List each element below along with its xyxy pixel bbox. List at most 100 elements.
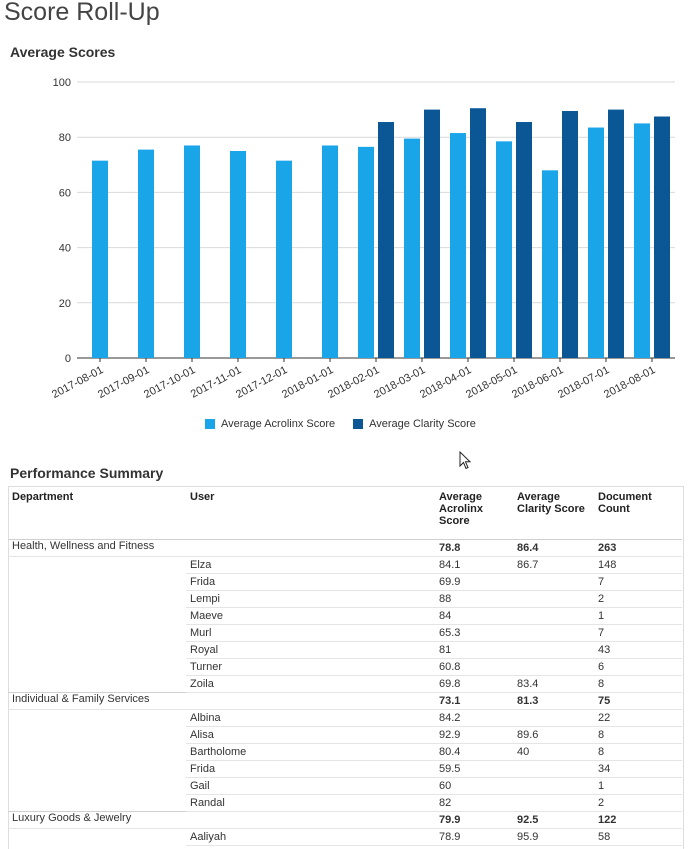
legend-label-acrolinx: Average Acrolinx Score bbox=[221, 418, 336, 430]
department-cell bbox=[8, 710, 186, 727]
x-tick-label: 2017-08-01 bbox=[50, 364, 105, 401]
user-row[interactable]: Murl 65.3 7 bbox=[8, 624, 682, 642]
document-count-cell: 43 bbox=[594, 641, 682, 659]
user-cell: Murl bbox=[186, 624, 435, 642]
user-cell bbox=[186, 692, 435, 710]
user-row[interactable]: Aaliyah 78.9 95.9 58 bbox=[8, 828, 682, 846]
clarity-score-cell: 89.6 bbox=[513, 726, 594, 744]
document-count-cell: 8 bbox=[594, 726, 682, 744]
bar-acrolinx bbox=[450, 133, 466, 358]
document-count-cell: 7 bbox=[594, 573, 682, 591]
user-cell: Albina bbox=[186, 709, 435, 727]
department-cell bbox=[8, 778, 186, 795]
user-row[interactable]: Alisa 92.9 89.6 8 bbox=[8, 726, 682, 744]
department-cell bbox=[8, 795, 186, 812]
clarity-score-cell bbox=[513, 573, 594, 591]
user-cell: Zoila bbox=[186, 675, 435, 693]
clarity-score-cell bbox=[513, 624, 594, 642]
user-row[interactable]: Frida 69.9 7 bbox=[8, 573, 682, 591]
department-cell bbox=[8, 574, 186, 591]
clarity-score-cell: 95.9 bbox=[513, 828, 594, 846]
chart-title: Average Scores bbox=[10, 44, 116, 60]
user-row[interactable]: Randal 82 2 bbox=[8, 794, 682, 812]
bar-clarity bbox=[654, 116, 670, 358]
clarity-score-cell bbox=[513, 658, 594, 676]
clarity-score-cell: 83.4 bbox=[513, 675, 594, 693]
chart-legend: Average Acrolinx Score Average Clarity S… bbox=[205, 418, 476, 430]
user-row[interactable]: Royal 81 43 bbox=[8, 641, 682, 659]
acrolinx-score-cell: 82 bbox=[435, 794, 513, 812]
clarity-score-cell bbox=[513, 709, 594, 727]
department-cell bbox=[8, 829, 186, 846]
clarity-score-cell: 86.4 bbox=[513, 539, 594, 557]
header-user[interactable]: User bbox=[190, 491, 215, 503]
y-tick-label: 100 bbox=[53, 77, 71, 89]
user-cell: Frida bbox=[186, 760, 435, 778]
department-row[interactable]: Luxury Goods & Jewelry 79.9 92.5 122 bbox=[8, 811, 682, 829]
acrolinx-score-cell: 69.9 bbox=[435, 573, 513, 591]
user-row[interactable]: Turner 60.8 6 bbox=[8, 658, 682, 676]
clarity-score-cell: 92.5 bbox=[513, 811, 594, 829]
x-tick-label: 2017-10-01 bbox=[142, 364, 197, 401]
user-row[interactable]: Lempi 88 2 bbox=[8, 590, 682, 608]
acrolinx-score-cell: 81 bbox=[435, 641, 513, 659]
department-cell bbox=[8, 761, 186, 778]
header-document-count[interactable]: Document Count bbox=[598, 491, 652, 515]
acrolinx-score-cell: 78.9 bbox=[435, 828, 513, 846]
department-cell bbox=[8, 625, 186, 642]
bar-chart: 0 20 40 60 80 100 2017-08-012017-09-012017-10-… bbox=[50, 77, 675, 401]
x-tick-label: 2018-07-01 bbox=[556, 364, 611, 401]
department-cell bbox=[8, 557, 186, 574]
user-row[interactable]: Gail 60 1 bbox=[8, 777, 682, 795]
acrolinx-score-cell: 80.4 bbox=[435, 743, 513, 761]
acrolinx-score-cell: 65.3 bbox=[435, 624, 513, 642]
document-count-cell: 1 bbox=[594, 607, 682, 625]
bar-acrolinx bbox=[496, 141, 512, 358]
x-tick-label: 2018-05-01 bbox=[464, 364, 519, 401]
department-row[interactable]: Health, Wellness and Fitness 78.8 86.4 263 bbox=[8, 539, 682, 557]
y-tick-label: 80 bbox=[59, 132, 71, 144]
user-row[interactable]: Albina 84.2 22 bbox=[8, 709, 682, 727]
document-count-cell: 58 bbox=[594, 828, 682, 846]
x-tick-label: 2018-01-01 bbox=[280, 364, 335, 401]
department-cell: Individual & Family Services bbox=[8, 692, 186, 710]
user-row[interactable]: Maeve 84 1 bbox=[8, 607, 682, 625]
user-row[interactable]: Bartholome 80.4 40 8 bbox=[8, 743, 682, 761]
clarity-score-cell bbox=[513, 590, 594, 608]
y-tick-label: 20 bbox=[59, 298, 71, 310]
department-cell bbox=[8, 608, 186, 625]
user-cell: Maeve bbox=[186, 607, 435, 625]
bar-acrolinx bbox=[404, 138, 420, 358]
department-cell bbox=[8, 744, 186, 761]
user-cell: Elza bbox=[186, 556, 435, 574]
user-row[interactable]: Frida 59.5 34 bbox=[8, 760, 682, 778]
bar-acrolinx bbox=[230, 151, 246, 358]
clarity-score-cell: 86.7 bbox=[513, 556, 594, 574]
user-row[interactable]: Zoila 69.8 83.4 8 bbox=[8, 675, 682, 693]
document-count-cell: 2 bbox=[594, 794, 682, 812]
clarity-score-cell bbox=[513, 607, 594, 625]
header-department[interactable]: Department bbox=[12, 491, 74, 503]
legend-item-acrolinx[interactable]: Average Acrolinx Score bbox=[205, 418, 335, 430]
legend-item-clarity[interactable]: Average Clarity Score bbox=[353, 418, 476, 430]
clarity-score-cell: 81.3 bbox=[513, 692, 594, 710]
department-cell: Luxury Goods & Jewelry bbox=[8, 811, 186, 829]
acrolinx-score-cell: 84.1 bbox=[435, 556, 513, 574]
bar-clarity bbox=[608, 109, 624, 358]
acrolinx-score-cell: 79.9 bbox=[435, 811, 513, 829]
document-count-cell: 8 bbox=[594, 743, 682, 761]
header-clarity-score[interactable]: Average Clarity Score bbox=[517, 491, 585, 515]
department-row[interactable]: Individual & Family Services 73.1 81.3 75 bbox=[8, 692, 682, 710]
y-tick-label: 60 bbox=[59, 187, 71, 199]
user-cell: Royal bbox=[186, 641, 435, 659]
y-tick-label: 0 bbox=[65, 353, 71, 365]
user-cell: Gail bbox=[186, 777, 435, 795]
user-cell: Alisa bbox=[186, 726, 435, 744]
acrolinx-score-cell: 69.8 bbox=[435, 675, 513, 693]
clarity-score-cell bbox=[513, 641, 594, 659]
header-acrolinx-score[interactable]: Average Acrolinx Score bbox=[439, 491, 484, 527]
user-row[interactable]: Elza 84.1 86.7 148 bbox=[8, 556, 682, 574]
x-tick-label: 2017-09-01 bbox=[96, 364, 151, 401]
acrolinx-score-cell: 60.8 bbox=[435, 658, 513, 676]
bar-clarity bbox=[424, 109, 440, 358]
